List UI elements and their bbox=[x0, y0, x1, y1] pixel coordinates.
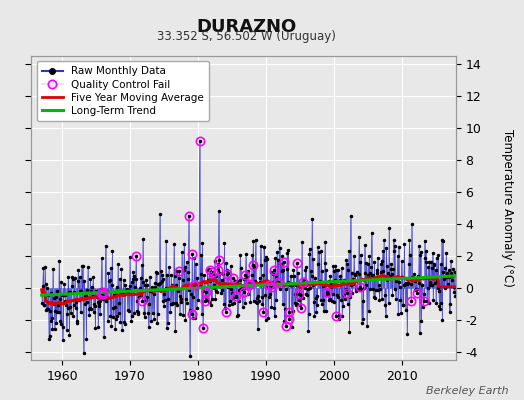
Y-axis label: Temperature Anomaly (°C): Temperature Anomaly (°C) bbox=[501, 129, 514, 287]
Text: DURAZNO: DURAZNO bbox=[196, 18, 297, 36]
Text: 33.352 S, 56.502 W (Uruguay): 33.352 S, 56.502 W (Uruguay) bbox=[157, 30, 336, 43]
Text: Berkeley Earth: Berkeley Earth bbox=[426, 386, 508, 396]
Legend: Raw Monthly Data, Quality Control Fail, Five Year Moving Average, Long-Term Tren: Raw Monthly Data, Quality Control Fail, … bbox=[37, 61, 209, 121]
